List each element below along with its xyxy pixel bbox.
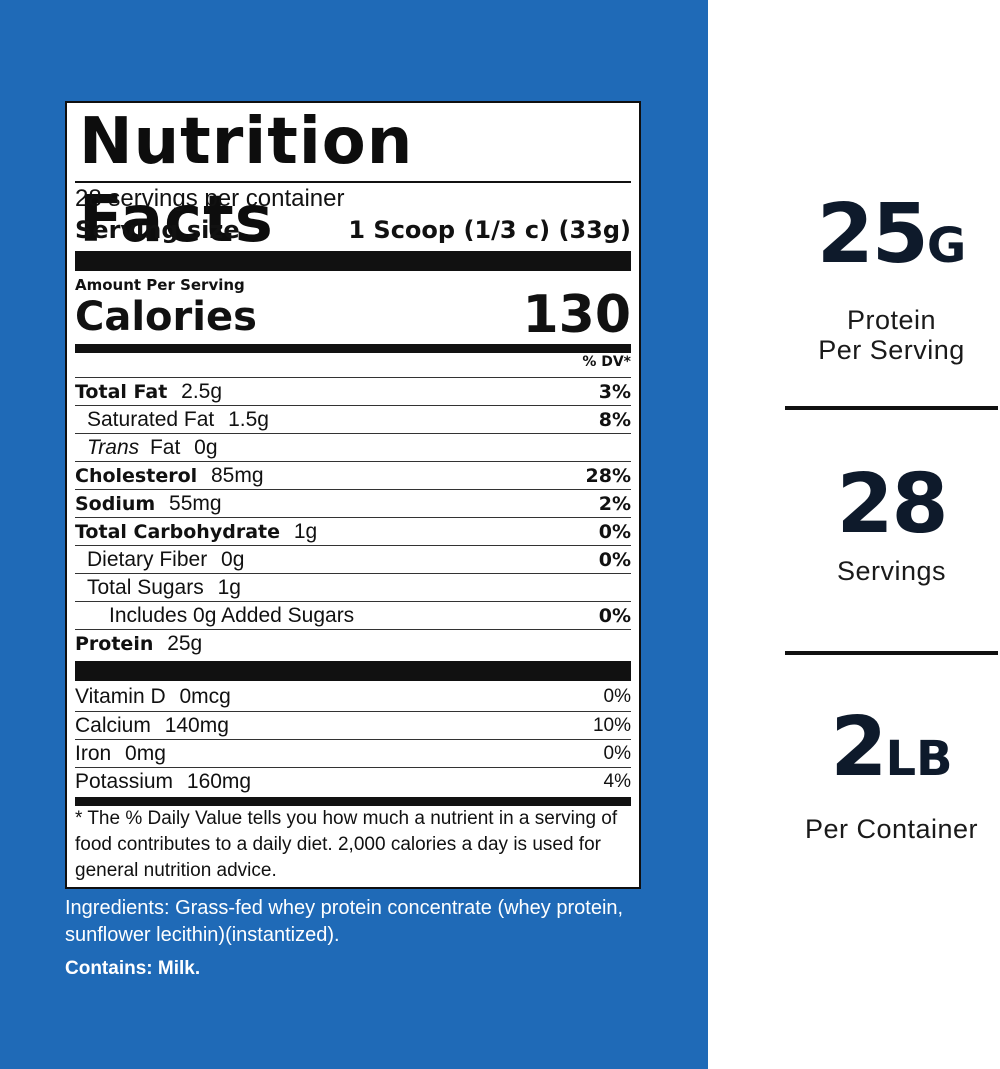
stat-caption: Protein [846, 305, 937, 335]
serving-size-value: 1 Scoop (1/3 c) (33g) [348, 216, 631, 244]
nutrient-name: Total Carbohydrate [75, 521, 280, 543]
nutrient-row-trans-fat: Trans Fat 0g [75, 433, 631, 462]
nutrient-name: Total Fat [75, 381, 168, 403]
nutrient-row-total-fat: Total Fat 2.5g 3% [75, 377, 631, 406]
vitamin-row-potassium: Potassium 160mg 4% [75, 767, 631, 796]
nutrient-row-sodium: Sodium 55mg 2% [75, 489, 631, 518]
calories-label: Calories [75, 294, 257, 340]
serving-size-label: Serving size [75, 216, 240, 244]
stat-protein: 25G Protein Per Serving [785, 187, 998, 366]
nutrient-dv: 8% [598, 409, 631, 431]
nutrient-name: Dietary Fiber [87, 548, 208, 571]
ingredients-text: Ingredients: Grass-fed whey protein conc… [65, 897, 624, 946]
stat-divider [785, 651, 998, 655]
nutrient-row-saturated-fat: Saturated Fat 1.5g 8% [75, 405, 631, 434]
nutrient-dv: 0% [598, 605, 631, 627]
divider [75, 181, 631, 183]
nutrient-dv: 2% [598, 493, 631, 515]
stat-number: 2 [830, 700, 887, 795]
thick-divider [75, 251, 631, 271]
nutrient-amount: 85mg [210, 464, 264, 487]
nutrient-row-dietary-fiber: Dietary Fiber 0g 0% [75, 545, 631, 574]
calories-value: 130 [522, 285, 631, 345]
stat-weight: 2LB Per Container [785, 700, 998, 845]
nutrient-name-italic: Trans [87, 436, 140, 459]
thick-divider [75, 661, 631, 681]
label-title: Nutrition Facts [79, 105, 414, 257]
vitamin-dv: 10% [592, 715, 631, 736]
nutrient-amount: 55mg [169, 492, 222, 515]
nutrient-name: Saturated Fat [87, 408, 215, 431]
nutrient-amount: 1.5g [228, 408, 269, 431]
vitamin-amount: 0mg [125, 742, 166, 765]
nutrient-name: Cholesterol [75, 465, 198, 487]
nutrient-amount: 25g [167, 632, 203, 655]
nutrient-row-protein: Protein 25g [75, 629, 631, 658]
footnote: * The % Daily Value tells you how much a… [75, 808, 618, 881]
stat-unit: G [926, 218, 967, 274]
nutrient-dv: 3% [598, 381, 631, 403]
serving-size-row: Serving size 1 Scoop (1/3 c) (33g) [75, 215, 631, 245]
vitamin-amount: 160mg [186, 770, 252, 793]
nutrient-dv: 0% [598, 521, 631, 543]
vitamin-amount: 140mg [164, 714, 229, 737]
nutrient-dv: 0% [598, 549, 631, 571]
nutrient-name: Sodium [75, 493, 156, 515]
nutrient-name: Fat [149, 436, 181, 459]
vitamin-row-vitamin-d: Vitamin D 0mcg 0% [75, 683, 631, 711]
stat-number: 28 [836, 457, 948, 552]
vitamin-dv: 0% [603, 686, 631, 707]
nutrient-amount: 0g [221, 548, 245, 571]
vitamin-dv: 0% [603, 743, 631, 764]
medium-divider [75, 344, 631, 353]
vitamin-row-calcium: Calcium 140mg 10% [75, 711, 631, 740]
nutrient-amount: 1g [293, 520, 318, 543]
amount-per-serving: Amount Per Serving [75, 276, 245, 294]
nutrient-amount: 2.5g [181, 380, 223, 403]
nutrient-row-added-sugars: Includes 0g Added Sugars 0% [75, 601, 631, 630]
stat-number: 25 [816, 187, 929, 282]
vitamin-name: Iron [75, 742, 112, 765]
nutrient-dv: 28% [585, 465, 631, 487]
nutrient-amount: 1g [217, 576, 241, 599]
nutrient-name: Total Sugars [87, 576, 204, 599]
vitamin-name: Vitamin D [75, 685, 166, 708]
nutrient-name: Protein [75, 633, 154, 655]
stat-servings: 28 Servings [785, 457, 998, 587]
stat-caption: Per Container [804, 814, 979, 844]
nutrition-facts-label: Nutrition Facts 28 servings per containe… [65, 101, 641, 889]
stat-caption: Servings [836, 556, 947, 586]
stat-caption: Per Serving [818, 335, 965, 365]
nutrient-row-cholesterol: Cholesterol 85mg 28% [75, 461, 631, 490]
servings-per-container: 28 servings per container [75, 185, 345, 212]
nutrient-amount: 0g [194, 436, 218, 459]
stat-unit: LB [885, 731, 953, 787]
nutrient-name: Includes 0g Added Sugars [109, 604, 355, 627]
vitamin-dv: 4% [603, 771, 631, 792]
medium-divider [75, 797, 631, 806]
nutrient-row-total-sugars: Total Sugars 1g [75, 573, 631, 602]
vitamin-amount: 0mcg [179, 685, 231, 708]
vitamin-name: Calcium [75, 714, 151, 737]
contains-text: Contains: Milk. [65, 958, 201, 979]
dv-header: % DV* [582, 354, 631, 370]
stat-divider [785, 406, 998, 410]
nutrient-row-total-carbohydrate: Total Carbohydrate 1g 0% [75, 517, 631, 546]
vitamin-name: Potassium [75, 770, 174, 793]
vitamin-row-iron: Iron 0mg 0% [75, 739, 631, 768]
